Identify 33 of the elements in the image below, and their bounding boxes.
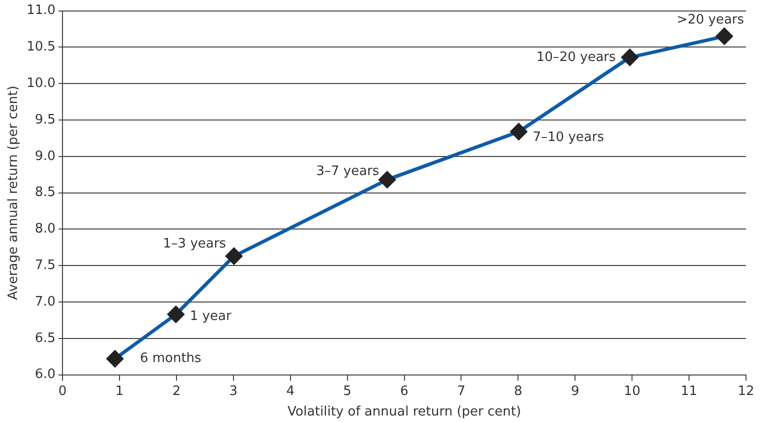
x-tick-label: 3 bbox=[229, 384, 238, 399]
y-tick-label: 11.0 bbox=[26, 3, 56, 18]
annotation: 10–20 years bbox=[536, 50, 616, 65]
y-tick-label: 7.0 bbox=[34, 294, 56, 310]
y-tick-label: 8.0 bbox=[34, 222, 56, 237]
annotation: >20 years bbox=[676, 12, 744, 28]
y-tick-label: 10.0 bbox=[26, 76, 56, 91]
x-tick-label: 4 bbox=[286, 384, 295, 399]
annotation: 3–7 years bbox=[316, 164, 380, 180]
y-tick-label: 9.5 bbox=[34, 112, 56, 128]
annotation: 1 year bbox=[190, 308, 232, 324]
x-tick-label: 10 bbox=[624, 384, 640, 399]
x-tick-label: 2 bbox=[172, 384, 181, 399]
annotation: 1–3 years bbox=[163, 236, 226, 252]
y-tick-label: 10.5 bbox=[26, 40, 56, 55]
x-tick-label: 5 bbox=[343, 384, 352, 399]
x-tick-label: 1 bbox=[115, 384, 124, 399]
x-tick-label: 7 bbox=[457, 384, 466, 399]
x-tick-label: 6 bbox=[400, 384, 408, 399]
x-tick-label: 0 bbox=[58, 384, 67, 399]
y-tick-label: 6.5 bbox=[34, 330, 56, 346]
annotation: 7–10 years bbox=[532, 130, 604, 146]
y-tick-label: 8.5 bbox=[34, 185, 56, 200]
x-tick-label: 12 bbox=[738, 384, 754, 399]
x-tick-label: 11 bbox=[680, 384, 698, 399]
annotation: 6 months bbox=[140, 351, 202, 366]
y-axis-title: Average annual return (per cent) bbox=[6, 86, 22, 300]
x-tick-label: 8 bbox=[514, 384, 522, 399]
y-tick-label: 9.0 bbox=[34, 148, 56, 164]
x-tick-label: 9 bbox=[570, 384, 580, 399]
x-axis-title: Volatility of annual return (per cent) bbox=[287, 404, 522, 420]
y-tick-label: 6.0 bbox=[34, 367, 56, 382]
y-tick-label: 7.5 bbox=[34, 258, 56, 273]
